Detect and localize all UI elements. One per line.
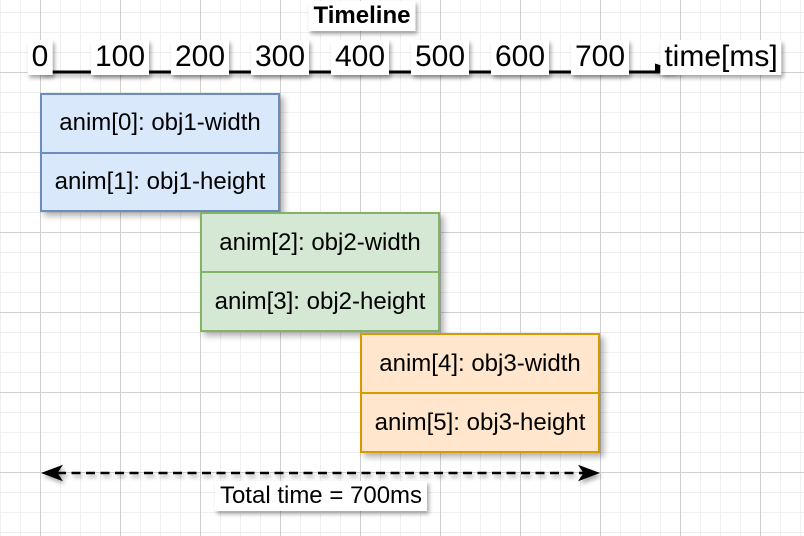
anim-bar-4: anim[4]: obj3-width: [379, 349, 581, 377]
axis-tick-600: 600: [490, 40, 550, 75]
axis-tick-100: 100: [90, 40, 150, 75]
anim-bar-2: anim[2]: obj2-width: [219, 228, 421, 256]
anim-group-obj3: anim[4]: obj3-width anim[5]: obj3-height: [360, 333, 600, 453]
anim-group-obj2: anim[2]: obj2-width anim[3]: obj2-height: [200, 212, 440, 332]
axis-unit-label: time[ms]: [660, 40, 782, 75]
total-time-label: Total time = 700ms: [214, 481, 428, 511]
anim-bar-5: anim[5]: obj3-height: [362, 392, 598, 451]
anim-bar-0: anim[0]: obj1-width: [59, 109, 261, 137]
axis-tick-200: 200: [170, 40, 230, 75]
anim-bar-1: anim[1]: obj1-height: [42, 151, 278, 211]
total-duration-arrow: [41, 464, 600, 482]
anim-bar-3: anim[3]: obj2-height: [202, 271, 438, 330]
anim-group-obj1: anim[0]: obj1-width anim[1]: obj1-height: [40, 93, 280, 212]
axis-tick-0: 0: [27, 40, 53, 75]
left-arrowhead-icon: [41, 464, 63, 482]
axis-tick-300: 300: [250, 40, 310, 75]
diagram-title: Timeline: [308, 1, 416, 31]
axis-tick-700: 700: [570, 40, 630, 75]
axis-tick-400: 400: [330, 40, 390, 75]
axis-tick-500: 500: [410, 40, 470, 75]
right-arrowhead-icon: [578, 464, 600, 482]
